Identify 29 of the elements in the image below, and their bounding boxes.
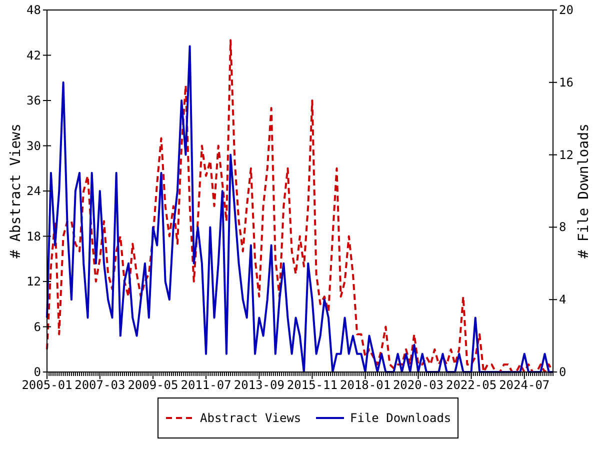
legend-label: File Downloads xyxy=(350,411,452,425)
x-tick-label: 2024-07 xyxy=(499,378,550,392)
y2-tick-label: 4 xyxy=(559,292,566,307)
y-tick-label: 6 xyxy=(34,320,41,334)
x-tick-label: 2022-05 xyxy=(446,378,497,392)
x-tick-label: 2009-05 xyxy=(128,378,178,392)
legend-label: Abstract Views xyxy=(200,411,302,425)
y-tick-label: 48 xyxy=(26,3,41,17)
y2-tick-label: 16 xyxy=(559,75,574,90)
y2-tick-label: 8 xyxy=(559,220,566,234)
y-tick-label: 24 xyxy=(26,184,41,198)
x-tick-label: 2007-03 xyxy=(74,378,126,392)
y-axis-title: # Abstract Views xyxy=(8,124,24,258)
y-tick-label: 30 xyxy=(26,138,41,153)
y-tick-label: 42 xyxy=(26,48,41,62)
y-tick-label: 12 xyxy=(26,274,41,288)
y2-tick-label: 0 xyxy=(559,365,566,379)
x-tick-label: 2015-11 xyxy=(286,378,338,392)
x-tick-label: 2011-07 xyxy=(180,378,232,392)
y2-tick-label: 12 xyxy=(559,148,574,162)
x-tick-label: 2020-03 xyxy=(392,378,444,392)
x-tick-label: 2018-01 xyxy=(340,378,391,392)
y2-tick-label: 20 xyxy=(559,3,574,17)
y-tick-label: 18 xyxy=(26,229,41,244)
x-tick-label: 2013-09 xyxy=(234,378,284,392)
x-tick-label: 2005-01 xyxy=(22,378,72,392)
y2-axis-title: # File Downloads xyxy=(576,124,592,258)
y-tick-label: 0 xyxy=(34,365,41,379)
y-tick-label: 36 xyxy=(26,94,41,108)
